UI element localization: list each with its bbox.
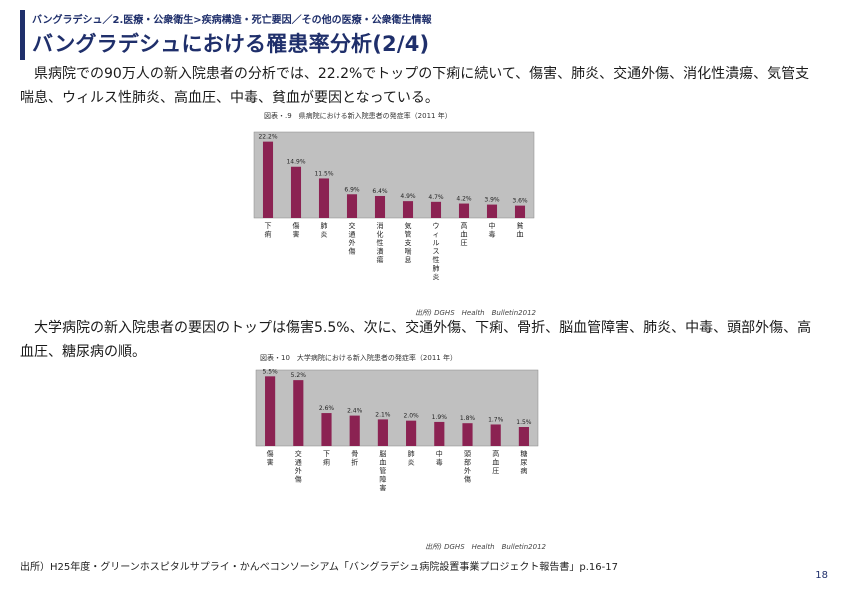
bar (434, 421, 445, 446)
footer-source: 出所）H25年度・グリーンホスピタルサプライ・かんべコンソーシアム「バングラデシ… (20, 562, 618, 573)
data-label: 3.6% (512, 198, 528, 205)
bar (374, 195, 386, 218)
bar (265, 376, 276, 446)
category-label: 糖尿病 (520, 449, 527, 475)
chart-district-hospital: 図表・.9 県病院における新入院患者の発症率（2011 年） 22.2% 下痢 14.… (240, 110, 540, 318)
data-label: 1.8% (460, 415, 476, 422)
chart-title: 図表・10 大学病院における新入院患者の発症率（2011 年） (260, 353, 457, 362)
category-label: 肺炎 (408, 450, 415, 467)
bar (321, 413, 332, 446)
chart-district-hospital-svg: 図表・.9 県病院における新入院患者の発症率（2011 年） 22.2% 下痢 14.… (253, 111, 537, 317)
paragraph-university-hospital: 大学病院の新入院患者の要因のトップは傷害5.5%、次に、交通外傷、下痢、骨折、脳… (20, 320, 812, 360)
bar (349, 415, 360, 446)
category-label: ウィルス性肺炎 (433, 222, 440, 281)
category-label: 骨折 (351, 450, 358, 467)
category-label: 中毒 (436, 449, 443, 467)
bar (486, 204, 498, 218)
chart-source: 出所) DGHS Health Bulletin2012 (415, 309, 536, 317)
page-number: 18 (815, 570, 828, 581)
chart-university-hospital: 図表・10 大学病院における新入院患者の発症率（2011 年） 5.5% 傷害 5.2… (250, 352, 550, 552)
category-label: 交通外傷 (349, 221, 356, 256)
category-label: 脳血管障害 (379, 449, 386, 492)
bar (346, 194, 358, 218)
data-label: 1.9% (432, 414, 448, 421)
data-label: 3.9% (484, 197, 500, 204)
category-label: 消化性潰瘍 (377, 221, 384, 264)
chart-university-hospital-svg: 図表・10 大学病院における新入院患者の発症率（2011 年） 5.5% 傷害 5.2… (255, 353, 547, 551)
bar (462, 423, 473, 446)
category-label: 頭部外傷 (464, 450, 471, 484)
data-label: 5.2% (291, 372, 307, 379)
bar (514, 205, 526, 218)
data-label: 22.2% (258, 134, 277, 141)
bar (430, 201, 442, 218)
category-label: 傷害 (267, 449, 274, 467)
data-label: 6.9% (344, 186, 360, 193)
bar (318, 178, 330, 218)
data-label: 2.4% (347, 408, 363, 415)
data-label: 4.2% (456, 196, 472, 203)
category-label: 高血圧 (492, 449, 499, 475)
chart-title: 図表・.9 県病院における新入院患者の発症率（2011 年） (264, 111, 452, 120)
bar (518, 427, 529, 446)
bar (293, 380, 304, 446)
category-label: 貧血 (517, 221, 524, 239)
category-label: 下痢 (265, 222, 272, 239)
category-label: 下痢 (323, 450, 330, 467)
data-label: 1.7% (488, 416, 504, 423)
category-label: 交通外傷 (295, 449, 302, 484)
category-label: 傷害 (293, 221, 300, 239)
category-label: 高血圧 (461, 221, 468, 247)
category-label: 肺炎 (321, 222, 328, 239)
page-title: バングラデシュにおける罹患率分析(2/4) (32, 32, 430, 56)
chart-source: 出所) DGHS Health Bulletin2012 (425, 543, 546, 551)
bar (490, 424, 501, 446)
bar (377, 419, 388, 446)
category-label: 中毒 (489, 221, 496, 239)
data-label: 2.0% (403, 413, 419, 420)
bar (290, 166, 302, 218)
data-label: 5.5% (262, 368, 278, 375)
title-accent-bar (20, 10, 25, 60)
data-label: 2.1% (375, 411, 391, 418)
data-label: 11.5% (314, 170, 333, 177)
breadcrumb: バングラデシュ／2.医療・公衆衛生>疾病構造・死亡要因／その他の医療・公衆衛生情… (32, 15, 432, 26)
data-label: 2.6% (319, 405, 335, 412)
bar (262, 141, 274, 218)
data-label: 6.4% (372, 188, 388, 195)
data-label: 1.5% (516, 419, 532, 426)
bar (458, 203, 470, 218)
category-label: 気管支喘息 (405, 221, 412, 264)
bar (406, 420, 417, 446)
paragraph-district-hospital: 県病院での90万人の新入院患者の分析では、22.2%でトップの下痢に続いて、傷害… (20, 66, 810, 106)
data-label: 4.9% (400, 193, 416, 200)
data-label: 14.9% (286, 159, 305, 166)
bar (402, 201, 414, 218)
data-label: 4.7% (428, 194, 444, 201)
